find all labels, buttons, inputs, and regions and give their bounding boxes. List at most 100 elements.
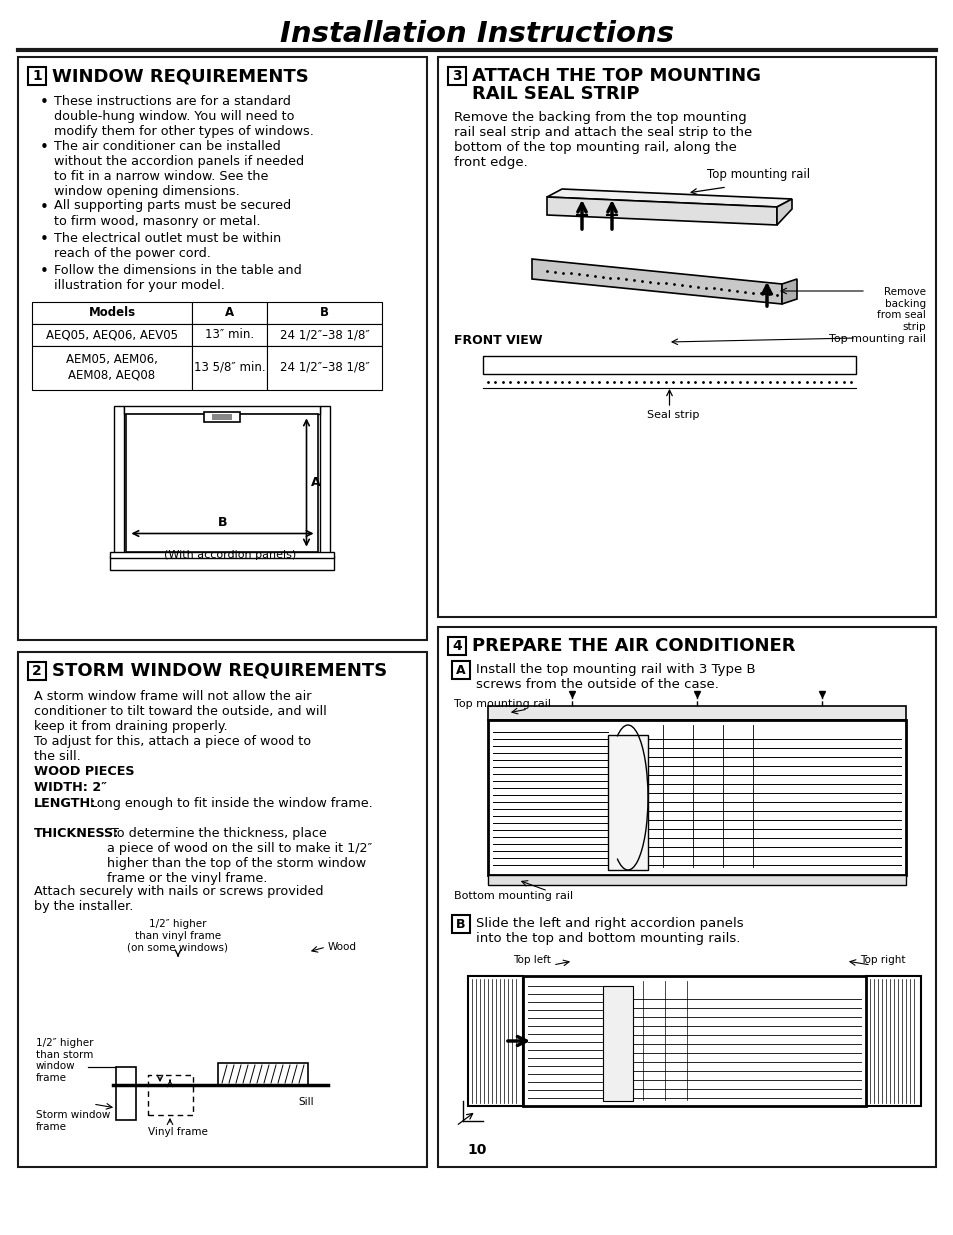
Bar [488,876,905,885]
Text: •: • [40,231,49,247]
Text: A: A [225,306,233,319]
Text: B: B [217,516,227,530]
Text: 2: 2 [32,664,42,678]
Bar [28,662,46,680]
Bar [437,627,935,1167]
Text: Wood: Wood [328,942,356,952]
Bar [320,405,330,553]
Bar [448,637,465,655]
Bar [192,346,267,389]
Text: 1: 1 [32,69,42,83]
Bar [607,735,647,869]
Text: The air conditioner can be installed
without the accordion panels if needed
to f: The air conditioner can be installed wit… [54,141,304,199]
Bar [267,346,381,389]
Text: Long enough to fit inside the window frame.: Long enough to fit inside the window fra… [86,797,373,810]
Bar [18,652,427,1167]
Bar [267,301,381,324]
Text: 10: 10 [467,1144,486,1157]
Bar [204,411,240,421]
Text: Top mounting rail: Top mounting rail [828,333,925,345]
Bar [482,356,855,374]
Text: Top mounting rail: Top mounting rail [454,699,551,709]
Bar [452,915,470,932]
Text: Top mounting rail: Top mounting rail [706,168,809,182]
Text: Installation Instructions: Installation Instructions [279,20,674,48]
Text: 13 5/8″ min.: 13 5/8″ min. [193,361,265,374]
Bar [488,720,905,876]
Polygon shape [532,259,781,304]
Bar [127,414,318,552]
Text: WIDTH: 2″: WIDTH: 2″ [34,781,107,794]
Text: •: • [40,263,49,279]
Text: Install the top mounting rail with 3 Type B
screws from the outside of the case.: Install the top mounting rail with 3 Typ… [476,663,755,692]
Text: A: A [456,663,465,677]
Text: Follow the dimensions in the table and
illustration for your model.: Follow the dimensions in the table and i… [54,263,301,291]
Bar [448,67,465,85]
Text: PREPARE THE AIR CONDITIONER: PREPARE THE AIR CONDITIONER [472,637,795,655]
Bar [18,57,427,640]
Text: Sill: Sill [297,1097,314,1107]
Polygon shape [776,199,791,225]
Text: •: • [40,141,49,156]
Bar [111,552,335,557]
Bar [125,405,320,414]
Bar [32,346,192,389]
Bar [32,324,192,346]
Text: B: B [319,306,329,319]
Text: 13″ min.: 13″ min. [205,329,253,341]
Bar [213,414,233,420]
Polygon shape [781,279,796,304]
Text: AEQ05, AEQ06, AEV05: AEQ05, AEQ06, AEV05 [46,329,178,341]
Text: AEM05, AEM06,
AEM08, AEQ08: AEM05, AEM06, AEM08, AEQ08 [66,353,158,382]
Bar [865,976,920,1107]
Text: STORM WINDOW REQUIREMENTS: STORM WINDOW REQUIREMENTS [52,662,387,680]
Text: Slide the left and right accordion panels
into the top and bottom mounting rails: Slide the left and right accordion panel… [476,918,742,945]
Text: All supporting parts must be secured
to firm wood, masonry or metal.: All supporting parts must be secured to … [54,200,291,227]
Text: Top left: Top left [513,955,550,965]
Text: 3: 3 [452,69,461,83]
Bar [192,324,267,346]
Bar [488,706,905,720]
Text: 1/2″ higher
than vinyl frame
(on some windows): 1/2″ higher than vinyl frame (on some wi… [128,919,229,952]
Text: FRONT VIEW: FRONT VIEW [454,333,542,347]
Text: Attach securely with nails or screws provided
by the installer.: Attach securely with nails or screws pro… [34,885,323,913]
Polygon shape [546,198,776,225]
Polygon shape [546,189,791,207]
Text: •: • [40,200,49,215]
Text: 4: 4 [452,638,461,653]
Text: (With accordion panels): (With accordion panels) [164,550,296,559]
Text: WINDOW REQUIREMENTS: WINDOW REQUIREMENTS [52,67,309,85]
Bar [267,324,381,346]
Text: To determine the thickness, place
a piece of wood on the sill to make it 1/2″
hi: To determine the thickness, place a piec… [107,827,372,885]
Text: ATTACH THE TOP MOUNTING: ATTACH THE TOP MOUNTING [472,67,760,85]
Text: Vinyl frame: Vinyl frame [148,1128,208,1137]
Text: LENGTH:: LENGTH: [34,797,96,810]
Text: Models: Models [89,306,135,319]
Text: These instructions are for a standard
double-hung window. You will need to
modif: These instructions are for a standard do… [54,95,314,138]
Bar [218,1063,308,1086]
Bar [452,661,470,679]
Text: 24 1/2″–38 1/8″: 24 1/2″–38 1/8″ [279,329,369,341]
Text: WOOD PIECES: WOOD PIECES [34,764,134,778]
Text: 24 1/2″–38 1/8″: 24 1/2″–38 1/8″ [279,361,369,374]
Text: •: • [40,95,49,110]
Bar [32,301,192,324]
Bar [522,976,865,1107]
Text: Remove the backing from the top mounting
rail seal strip and attach the seal str: Remove the backing from the top mounting… [454,111,752,169]
Bar [114,405,125,553]
Text: THICKNESS:: THICKNESS: [34,827,119,840]
Bar [468,976,522,1107]
Bar [28,67,46,85]
Text: Remove
backing
from seal
strip: Remove backing from seal strip [876,287,925,332]
Bar [437,57,935,618]
Bar [192,301,267,324]
Text: A: A [310,475,320,489]
Text: Top right: Top right [860,955,905,965]
Text: RAIL SEAL STRIP: RAIL SEAL STRIP [472,85,639,103]
Text: Bottom mounting rail: Bottom mounting rail [454,890,573,902]
Text: Storm window
frame: Storm window frame [36,1110,111,1131]
Text: The electrical outlet must be within
reach of the power cord.: The electrical outlet must be within rea… [54,231,281,259]
Text: Seal strip: Seal strip [647,410,700,420]
Bar [116,1067,136,1120]
Bar [602,986,633,1100]
